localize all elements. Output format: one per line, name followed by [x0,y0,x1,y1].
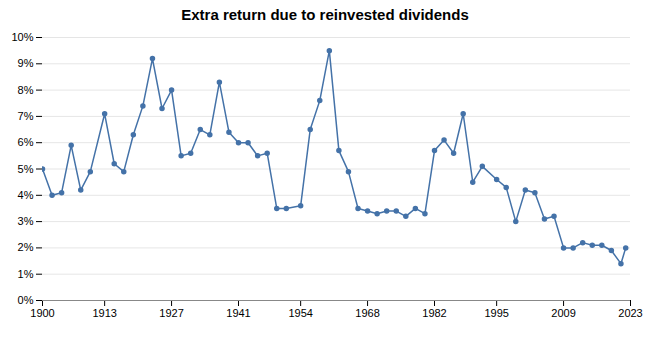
html-text:Extra return due to reinvested: Extra return due to reinvested dividends [181,6,469,23]
svg-text:9%: 9% [18,57,34,69]
svg-text:1982: 1982 [422,307,446,319]
svg-text:2009: 2009 [551,307,575,319]
svg-text:1900: 1900 [30,307,54,319]
svg-text:6%: 6% [18,136,34,148]
svg-text:1995: 1995 [484,307,508,319]
svg-text:0%: 0% [18,294,34,306]
svg-text:2023: 2023 [618,307,642,319]
svg-text:2%: 2% [18,241,34,253]
svg-text:3%: 3% [18,215,34,227]
svg-text:8%: 8% [18,84,34,96]
svg-text:10%: 10% [11,31,33,43]
svg-text:1954: 1954 [288,307,312,319]
svg-text:1%: 1% [18,268,34,280]
svg-text:1927: 1927 [159,307,183,319]
svg-text:1968: 1968 [355,307,379,319]
svg-text:4%: 4% [18,189,34,201]
svg-text:5%: 5% [18,163,34,175]
svg-text:1941: 1941 [226,307,250,319]
svg-text:1913: 1913 [92,307,116,319]
svg-text:7%: 7% [18,110,34,122]
